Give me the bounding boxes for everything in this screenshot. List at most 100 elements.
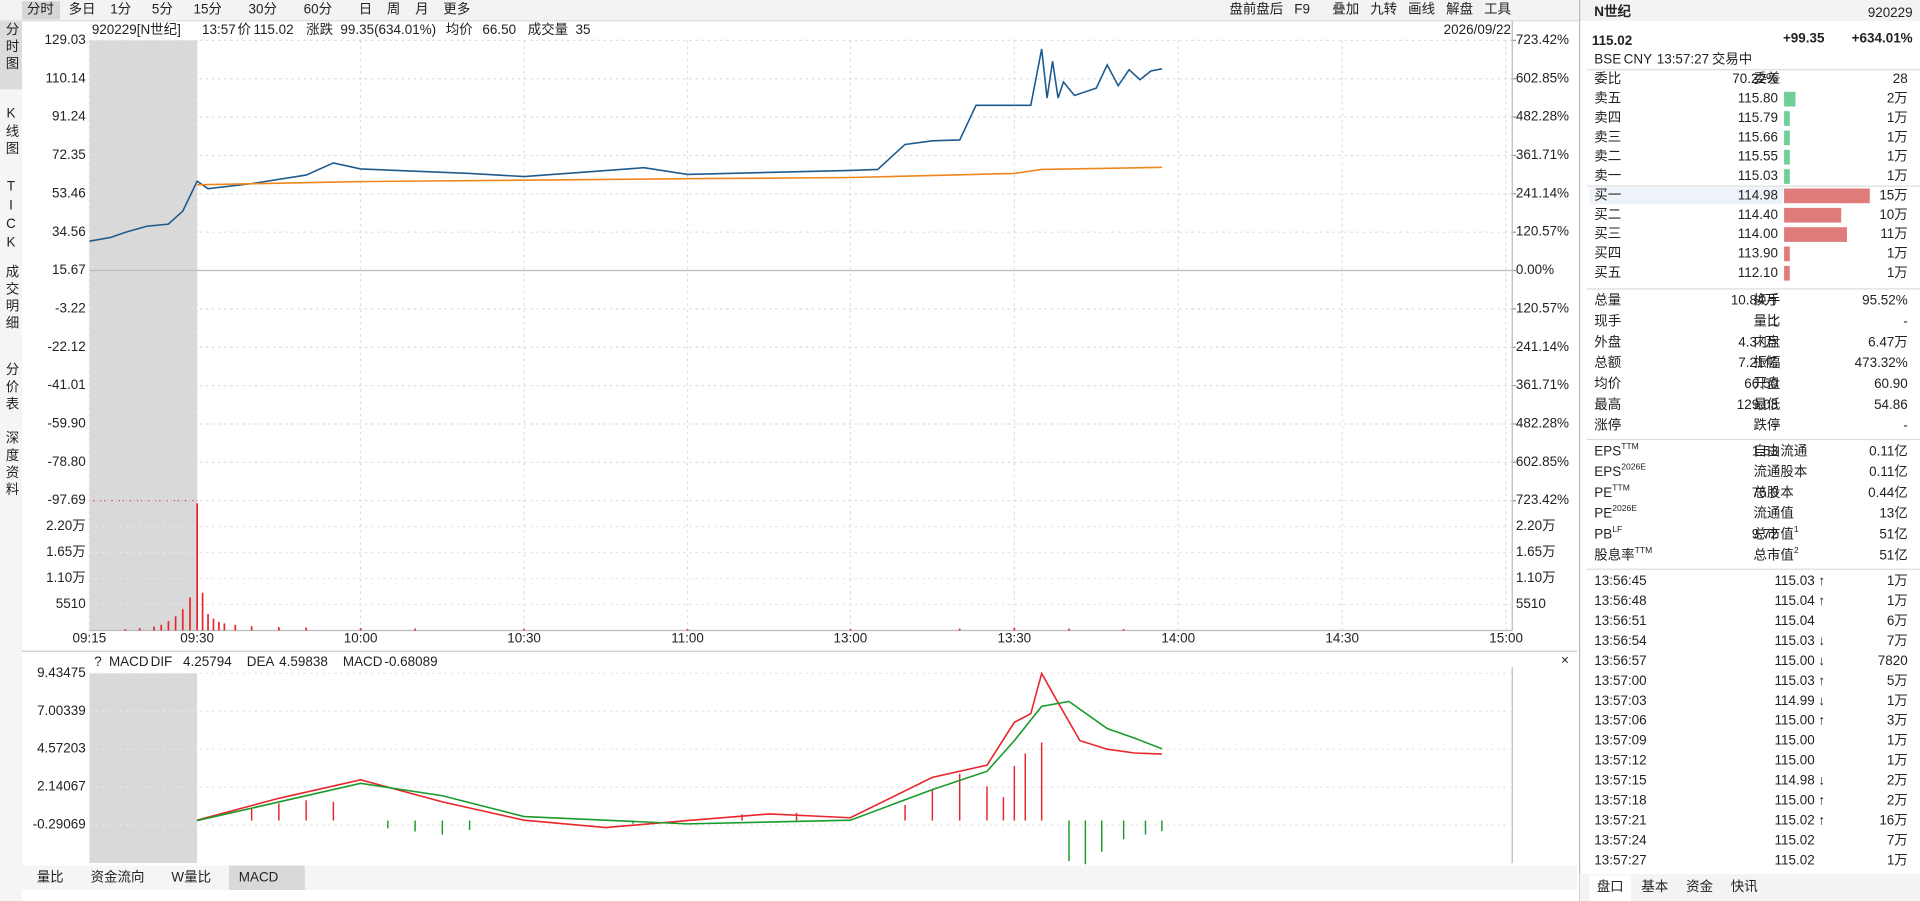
book-price: 115.55 xyxy=(1738,149,1778,164)
price-line xyxy=(197,166,1162,186)
tick-volume: 2万 xyxy=(1887,773,1908,788)
tool-button[interactable]: 画线 xyxy=(1408,1,1435,16)
volume-bar xyxy=(223,623,226,631)
tick-arrow: ↑ xyxy=(1818,813,1825,828)
book-level: 卖二 xyxy=(1594,149,1621,164)
tick-volume: 5万 xyxy=(1887,673,1908,688)
book-bar xyxy=(1784,246,1790,262)
book-price: 114.00 xyxy=(1738,226,1778,241)
stat-value: - xyxy=(1903,418,1907,433)
close-icon[interactable]: × xyxy=(1561,653,1569,668)
period-tab[interactable]: 多日 xyxy=(69,0,96,16)
panel-tab[interactable]: 快讯 xyxy=(1731,879,1758,894)
book-volume: 1万 xyxy=(1887,110,1908,125)
indicator-tab[interactable]: 量比 xyxy=(37,869,64,884)
period-tab[interactable]: 分时 xyxy=(27,1,54,16)
stat-sup: 2026E xyxy=(1612,504,1637,514)
y-tick-label: -0.29069 xyxy=(33,817,86,832)
period-tab[interactable]: 更多 xyxy=(443,0,470,16)
tool-button[interactable]: 盘前盘后 xyxy=(1229,0,1283,16)
indicator-tab[interactable]: MACD xyxy=(239,869,279,884)
tick-arrow: ↓ xyxy=(1818,773,1825,788)
stat-label: 振幅 xyxy=(1753,355,1780,370)
book-volume: 1万 xyxy=(1887,149,1908,164)
side-tab[interactable]: 深度资料 xyxy=(4,431,20,500)
stat-label: 涨停 xyxy=(1594,417,1621,433)
ratio-label: 委比 xyxy=(1594,71,1621,86)
stock-name: N世纪 xyxy=(1594,3,1631,19)
stat-label: 总股本 xyxy=(1753,485,1793,500)
y-tick-label: -59.90 xyxy=(48,416,86,431)
y2-tick-label: 120.57% xyxy=(1516,224,1569,239)
book-level: 买一 xyxy=(1594,187,1621,202)
book-price: 115.03 xyxy=(1738,168,1778,183)
period-tab[interactable]: 15分 xyxy=(193,1,221,16)
tick-time: 13:57:12 xyxy=(1594,753,1646,768)
y-tick-label: 129.03 xyxy=(45,32,86,47)
stat-label: 总量 xyxy=(1594,293,1621,308)
tick-price: 115.00 xyxy=(1775,653,1815,668)
info-label: 成交量 xyxy=(528,21,568,37)
legend-value: 4.59838 xyxy=(279,654,328,669)
panel-tab[interactable]: 基本 xyxy=(1641,878,1668,894)
period-tab[interactable]: 月 xyxy=(415,1,428,16)
info-value: 115.02 xyxy=(253,22,293,37)
stat-label: 自由流通 xyxy=(1753,443,1807,458)
tick-price: 115.03 xyxy=(1775,573,1815,588)
volume-bar xyxy=(174,616,177,631)
period-tab[interactable]: 5分 xyxy=(152,1,173,16)
y2-tick-label: 602.85% xyxy=(1516,454,1569,469)
period-tab[interactable]: 30分 xyxy=(249,1,277,16)
period-tab[interactable]: 60分 xyxy=(304,1,332,16)
x-tick-label: 14:00 xyxy=(1161,631,1195,646)
y2-tick-label: 241.14% xyxy=(1516,185,1569,200)
stock-change: +99.35 xyxy=(1783,31,1825,46)
x-tick-label: 09:30 xyxy=(180,631,214,646)
stock-change-pct: +634.01% xyxy=(1852,31,1913,46)
info-value: 66.50 xyxy=(482,22,516,37)
y-tick-label: -22.12 xyxy=(48,339,86,354)
side-tab[interactable]: K线图 xyxy=(4,105,20,158)
period-tab[interactable]: 周 xyxy=(387,1,400,16)
stat-sup: 1 xyxy=(1794,524,1799,534)
stat-label: 均价 xyxy=(1594,376,1621,391)
period-tab[interactable]: 1分 xyxy=(110,1,131,16)
help-icon[interactable]: ? xyxy=(94,654,101,669)
stat-value: 9.72 xyxy=(1752,527,1778,542)
tool-button[interactable]: 九转 xyxy=(1370,1,1397,16)
tick-volume: 7万 xyxy=(1887,633,1908,648)
indicator-tab[interactable]: 资金流向 xyxy=(91,869,145,884)
indicator-title: MACD xyxy=(109,654,149,669)
stat-label: 换手 xyxy=(1753,293,1780,308)
panel-tab[interactable]: 盘口 xyxy=(1597,878,1624,894)
tool-button[interactable]: F9 xyxy=(1294,1,1310,16)
volume-bar xyxy=(1122,629,1125,631)
book-bar xyxy=(1784,91,1796,107)
legend-value: 4.25794 xyxy=(183,654,232,669)
indicator-tab[interactable]: W量比 xyxy=(171,869,211,884)
volume-bar xyxy=(305,627,307,631)
y2-tick-label: 723.42% xyxy=(1516,32,1569,47)
tool-button[interactable]: 叠加 xyxy=(1332,1,1359,16)
tick-arrow: ↑ xyxy=(1818,713,1825,728)
book-price: 115.66 xyxy=(1738,129,1778,144)
tool-button[interactable]: 工具 xyxy=(1484,1,1511,16)
side-tab[interactable]: 分时图 xyxy=(4,22,20,74)
side-tab[interactable]: TICK xyxy=(4,179,19,254)
quote-status: 交易中 xyxy=(1712,51,1752,67)
y2-tick-label: 2.20万 xyxy=(1516,518,1556,533)
x-tick-label: 11:00 xyxy=(671,631,704,646)
volume-bar xyxy=(138,628,141,631)
tab-selected xyxy=(228,865,305,890)
tick-volume: 2万 xyxy=(1887,793,1908,808)
panel-tab[interactable]: 资金 xyxy=(1686,879,1713,894)
tool-button[interactable]: 解盘 xyxy=(1446,0,1473,16)
volume-bar xyxy=(686,629,689,631)
period-tab[interactable]: 日 xyxy=(359,1,372,16)
tab-selected xyxy=(22,1,60,20)
diff-label: 委差 xyxy=(1753,71,1780,86)
tick-price: 114.98 xyxy=(1775,773,1815,788)
legend-name: DEA xyxy=(247,654,275,669)
side-tab[interactable]: 成交明细 xyxy=(4,264,20,333)
side-tab[interactable]: 分价表 xyxy=(4,362,20,414)
